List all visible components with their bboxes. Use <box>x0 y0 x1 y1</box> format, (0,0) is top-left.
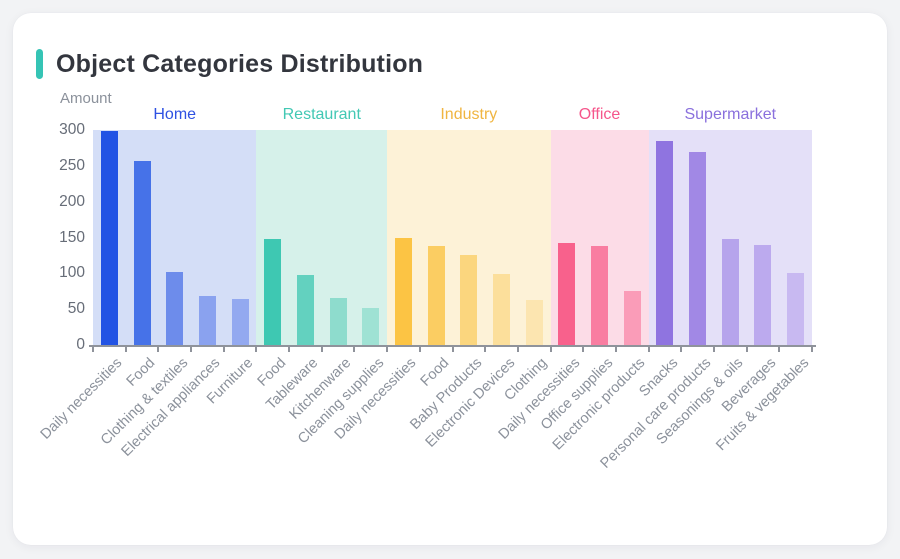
bar[interactable] <box>198 295 216 345</box>
x-axis-tick <box>484 347 487 352</box>
x-axis-tick <box>811 347 813 352</box>
x-axis-tick <box>222 347 225 352</box>
chart-card: Object Categories Distribution Amount 0 5… <box>13 13 887 545</box>
x-axis-tick <box>516 347 519 352</box>
y-tick-label: 100 <box>59 264 85 282</box>
x-axis-tick <box>418 347 421 352</box>
x-axis-tick <box>745 347 748 352</box>
x-axis-tick <box>647 347 650 352</box>
x-axis-tick <box>124 347 127 352</box>
bar[interactable] <box>296 275 314 345</box>
group-header-industry: Industry <box>440 106 498 123</box>
x-axis-tick <box>778 347 781 352</box>
y-tick-label: 300 <box>59 121 85 138</box>
bar[interactable] <box>362 308 380 345</box>
x-axis-tick <box>712 347 715 352</box>
bar[interactable] <box>754 244 772 345</box>
x-axis-tick <box>582 347 585 352</box>
y-axis-title: Amount <box>60 90 112 107</box>
x-axis-tick <box>320 347 323 352</box>
x-axis-tick <box>680 347 683 352</box>
bar[interactable] <box>427 246 445 345</box>
y-tick-label: 0 <box>76 336 85 353</box>
bar[interactable] <box>721 238 739 345</box>
title-accent-bar <box>36 49 43 79</box>
page-title: Object Categories Distribution <box>56 49 424 78</box>
bar[interactable] <box>525 299 543 345</box>
group-header-supermarket: Supermarket <box>684 106 777 123</box>
group-header-home: Home <box>153 106 197 123</box>
x-axis-tick <box>288 347 291 352</box>
bar[interactable] <box>689 151 707 345</box>
bar[interactable] <box>623 291 641 345</box>
bar[interactable] <box>558 243 576 345</box>
x-axis-tick <box>353 347 356 352</box>
x-axis-tick <box>255 347 258 352</box>
group-header-restaurant: Restaurant <box>282 106 361 123</box>
x-axis-tick <box>386 347 389 352</box>
bar[interactable] <box>133 160 151 345</box>
bar[interactable] <box>329 298 347 345</box>
y-tick-label: 200 <box>59 192 85 210</box>
bar[interactable] <box>787 272 805 345</box>
x-axis-tick <box>157 347 160 352</box>
bar[interactable] <box>460 254 478 345</box>
bar[interactable] <box>166 271 184 345</box>
x-axis-tick <box>190 347 193 352</box>
x-axis-tick <box>451 347 454 352</box>
x-axis-line <box>89 345 816 347</box>
x-axis-tick <box>92 347 94 352</box>
bar[interactable] <box>264 238 282 345</box>
bar[interactable] <box>656 141 674 345</box>
bar[interactable] <box>493 274 511 345</box>
bar[interactable] <box>100 131 118 345</box>
x-axis-tick <box>549 347 552 352</box>
plot-area: 0 50 100 150 200 250 300 Home Daily necessities F… <box>38 106 816 472</box>
title-row: Object Categories Distribution <box>36 49 423 79</box>
group-header-office: Office <box>578 106 621 123</box>
y-tick-label: 50 <box>67 300 85 318</box>
bar[interactable] <box>231 299 249 345</box>
y-tick-label: 150 <box>59 228 85 246</box>
bar[interactable] <box>394 237 412 345</box>
y-tick-label: 250 <box>59 156 85 174</box>
bar[interactable] <box>591 246 609 345</box>
x-axis-tick <box>614 347 617 352</box>
